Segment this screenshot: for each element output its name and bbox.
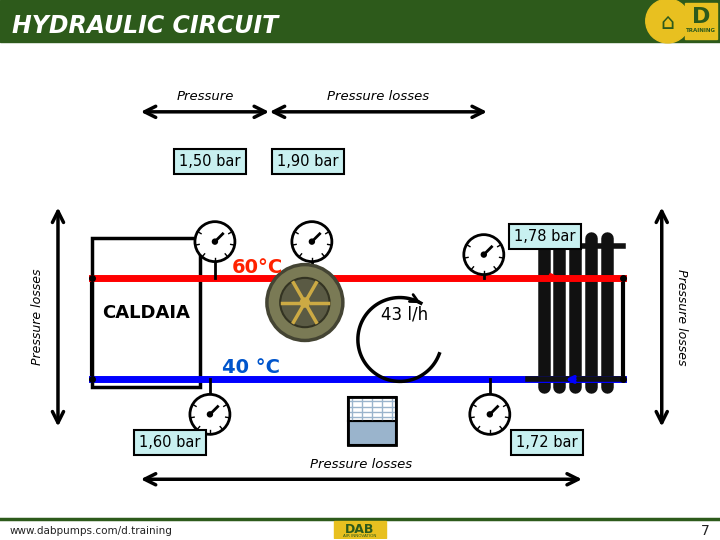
Bar	[334, 521, 386, 538]
Circle shape	[212, 239, 217, 244]
Circle shape	[190, 394, 230, 434]
Text: AIR INNOVATION: AIR INNOVATION	[343, 534, 377, 538]
Text: 1,78 bar: 1,78 bar	[514, 229, 575, 244]
Circle shape	[487, 412, 492, 417]
Text: Pressure: Pressure	[176, 90, 233, 103]
Circle shape	[267, 265, 343, 340]
Text: www.dabpumps.com/d.training: www.dabpumps.com/d.training	[10, 526, 173, 536]
Text: DAB: DAB	[345, 523, 374, 536]
Circle shape	[464, 235, 504, 274]
Text: ⌂: ⌂	[661, 13, 675, 33]
Bar	[92, 238, 200, 387]
Text: 40 °C: 40 °C	[222, 358, 280, 377]
Circle shape	[646, 0, 690, 43]
Text: Pressure losses: Pressure losses	[328, 90, 429, 103]
Text: Pressure losses: Pressure losses	[310, 458, 413, 471]
Bar	[0, 0, 720, 42]
Circle shape	[470, 394, 510, 434]
Bar	[685, 3, 716, 39]
Circle shape	[310, 239, 315, 244]
Circle shape	[207, 412, 212, 417]
Text: 1,72 bar: 1,72 bar	[516, 435, 577, 450]
Circle shape	[292, 221, 332, 261]
Circle shape	[300, 298, 310, 307]
Text: D: D	[691, 7, 710, 27]
Text: 1,60 bar: 1,60 bar	[139, 435, 201, 450]
Text: Pressure losses: Pressure losses	[32, 269, 45, 365]
Bar	[348, 397, 396, 421]
Text: 60°C: 60°C	[232, 258, 283, 277]
Circle shape	[481, 252, 486, 257]
Circle shape	[195, 221, 235, 261]
Text: 43 l/h: 43 l/h	[382, 306, 428, 323]
Circle shape	[280, 278, 330, 327]
Text: 1,90 bar: 1,90 bar	[277, 154, 338, 169]
Text: CALDAIA: CALDAIA	[102, 303, 190, 321]
Bar	[348, 397, 396, 446]
Text: TRAINING: TRAINING	[685, 29, 716, 33]
Text: 7: 7	[701, 524, 710, 538]
Text: Pressure losses: Pressure losses	[675, 269, 688, 365]
Text: 1,50 bar: 1,50 bar	[179, 154, 240, 169]
Bar	[348, 421, 396, 445]
Text: HYDRAULIC CIRCUIT: HYDRAULIC CIRCUIT	[12, 14, 278, 38]
